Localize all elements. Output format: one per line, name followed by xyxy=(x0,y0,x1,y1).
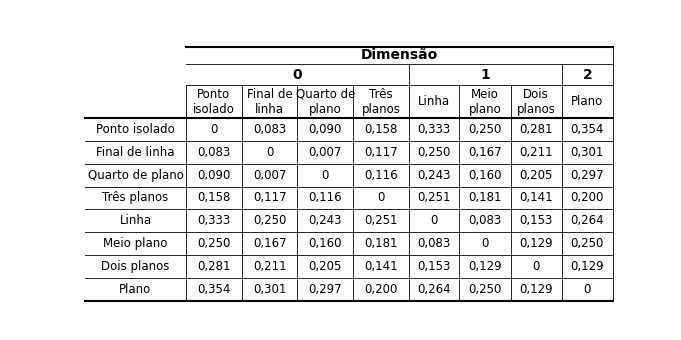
Text: 0,116: 0,116 xyxy=(308,191,342,204)
Text: 0,243: 0,243 xyxy=(417,169,451,182)
Text: Final de
linha: Final de linha xyxy=(247,88,292,116)
Text: 0,250: 0,250 xyxy=(417,146,451,159)
Text: 0,333: 0,333 xyxy=(197,215,230,227)
Text: 0,153: 0,153 xyxy=(520,215,553,227)
Text: 0: 0 xyxy=(430,215,438,227)
Text: 0,250: 0,250 xyxy=(469,123,502,136)
Text: Três
planos: Três planos xyxy=(362,88,400,116)
Text: 0,250: 0,250 xyxy=(197,237,230,250)
Text: 0,264: 0,264 xyxy=(417,283,451,296)
Text: 0,083: 0,083 xyxy=(469,215,502,227)
Text: Plano: Plano xyxy=(119,283,152,296)
Text: 0,167: 0,167 xyxy=(253,237,287,250)
Text: 0,117: 0,117 xyxy=(364,146,398,159)
Text: 0: 0 xyxy=(321,169,329,182)
Text: 0,333: 0,333 xyxy=(417,123,451,136)
Text: Dois
planos: Dois planos xyxy=(517,88,556,116)
Text: 0,116: 0,116 xyxy=(364,169,398,182)
Text: 0: 0 xyxy=(266,146,273,159)
Text: 0,007: 0,007 xyxy=(308,146,342,159)
Text: Quarto de plano: Quarto de plano xyxy=(88,169,183,182)
Text: 0,129: 0,129 xyxy=(469,260,502,273)
Text: 0,129: 0,129 xyxy=(520,283,553,296)
Text: 0,250: 0,250 xyxy=(571,237,604,250)
Text: 0,301: 0,301 xyxy=(253,283,286,296)
Text: 0: 0 xyxy=(584,283,591,296)
Text: 0,250: 0,250 xyxy=(253,215,286,227)
Text: Meio
plano: Meio plano xyxy=(469,88,501,116)
Text: 0,281: 0,281 xyxy=(520,123,553,136)
Text: Meio plano: Meio plano xyxy=(104,237,168,250)
Text: 0,181: 0,181 xyxy=(364,237,398,250)
Text: 0,090: 0,090 xyxy=(197,169,230,182)
Text: 0,250: 0,250 xyxy=(469,283,502,296)
Text: Dimensão: Dimensão xyxy=(361,48,438,63)
Text: 0,158: 0,158 xyxy=(197,191,230,204)
Text: Ponto
isolado: Ponto isolado xyxy=(193,88,235,116)
Text: 0,117: 0,117 xyxy=(253,191,287,204)
Text: 0,297: 0,297 xyxy=(308,283,342,296)
Text: 0,129: 0,129 xyxy=(571,260,604,273)
Text: 0: 0 xyxy=(210,123,217,136)
Text: 0,243: 0,243 xyxy=(308,215,342,227)
Text: 0,083: 0,083 xyxy=(253,123,286,136)
Text: Ponto isolado: Ponto isolado xyxy=(96,123,175,136)
Text: 1: 1 xyxy=(481,68,490,82)
Text: 0: 0 xyxy=(481,237,489,250)
Text: 0,153: 0,153 xyxy=(417,260,451,273)
Text: 0: 0 xyxy=(533,260,540,273)
Text: 0,129: 0,129 xyxy=(520,237,553,250)
Text: Linha: Linha xyxy=(418,95,450,108)
Text: 0,158: 0,158 xyxy=(364,123,398,136)
Text: Quarto de
plano: Quarto de plano xyxy=(296,88,355,116)
Text: 0,281: 0,281 xyxy=(197,260,231,273)
Text: 0,083: 0,083 xyxy=(417,237,451,250)
Text: 0,167: 0,167 xyxy=(469,146,502,159)
Text: 0,211: 0,211 xyxy=(253,260,287,273)
Text: 0,181: 0,181 xyxy=(469,191,502,204)
Text: 0,160: 0,160 xyxy=(469,169,502,182)
Text: 2: 2 xyxy=(582,68,592,82)
Text: Linha: Linha xyxy=(119,215,152,227)
Text: 0,090: 0,090 xyxy=(308,123,342,136)
Text: 0,211: 0,211 xyxy=(520,146,553,159)
Text: 0,354: 0,354 xyxy=(571,123,604,136)
Text: Três planos: Três planos xyxy=(102,191,169,204)
Text: Plano: Plano xyxy=(571,95,603,108)
Text: 0,251: 0,251 xyxy=(364,215,398,227)
Text: 0,141: 0,141 xyxy=(520,191,553,204)
Text: 0,205: 0,205 xyxy=(520,169,553,182)
Text: 0,200: 0,200 xyxy=(571,191,604,204)
Text: 0,354: 0,354 xyxy=(197,283,230,296)
Text: 0,205: 0,205 xyxy=(308,260,342,273)
Text: 0,251: 0,251 xyxy=(417,191,451,204)
Text: Dois planos: Dois planos xyxy=(101,260,170,273)
Text: 0,297: 0,297 xyxy=(571,169,604,182)
Text: 0: 0 xyxy=(377,191,385,204)
Text: 0,141: 0,141 xyxy=(364,260,398,273)
Text: 0,301: 0,301 xyxy=(571,146,604,159)
Text: 0,007: 0,007 xyxy=(253,169,286,182)
Text: 0,083: 0,083 xyxy=(197,146,230,159)
Text: 0,160: 0,160 xyxy=(308,237,342,250)
Text: 0,264: 0,264 xyxy=(571,215,604,227)
Text: 0: 0 xyxy=(293,68,302,82)
Text: Final de linha: Final de linha xyxy=(96,146,175,159)
Text: 0,200: 0,200 xyxy=(364,283,398,296)
